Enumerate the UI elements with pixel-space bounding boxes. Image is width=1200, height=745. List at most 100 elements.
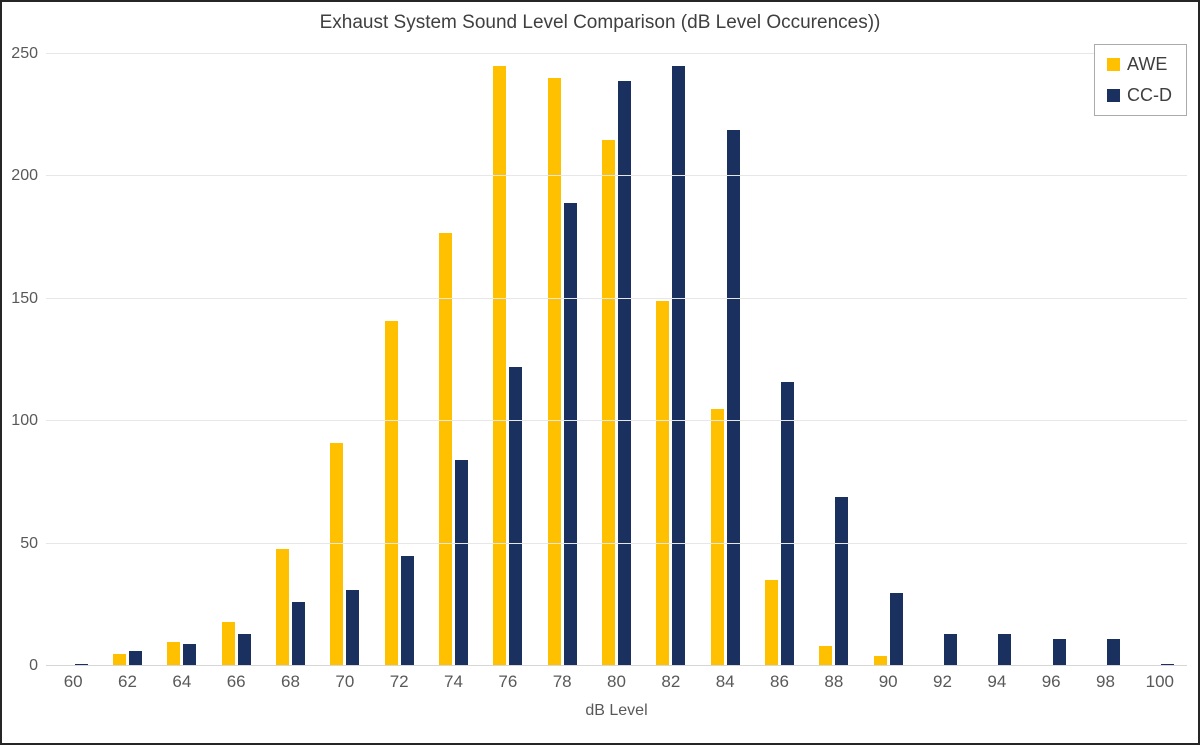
legend-swatch-awe (1107, 58, 1120, 71)
bar-awe-84 (710, 408, 724, 666)
x-tick-label-76: 76 (498, 672, 518, 691)
y-tick-label-0: 0 (29, 657, 38, 674)
bar-awe-62 (112, 653, 126, 666)
bar-group-74 (426, 54, 480, 666)
bar-cc-d-88 (835, 497, 849, 666)
x-tick-label-96: 96 (1041, 672, 1061, 691)
x-tick-label-60: 60 (63, 672, 83, 691)
x-tick-label-80: 80 (607, 672, 626, 691)
y-tick-label-50: 50 (20, 534, 38, 552)
bar-awe-76 (493, 66, 507, 666)
bar-cc-d-96 (1052, 639, 1066, 666)
bar-awe-78 (547, 78, 561, 666)
bar-cc-d-94 (998, 634, 1012, 666)
bar-group-88 (807, 54, 861, 666)
bar-awe-74 (438, 232, 452, 666)
bar-cc-d-98 (1106, 639, 1120, 666)
legend-item-awe: AWE (1107, 54, 1172, 75)
bar-group-68 (263, 54, 317, 666)
x-tick-label-64: 64 (172, 672, 192, 691)
y-tick-label-200: 200 (11, 167, 38, 185)
bar-cc-d-92 (943, 634, 957, 666)
bar-cc-d-76 (509, 367, 523, 666)
legend: AWE CC-D (1094, 44, 1187, 116)
bar-cc-d-86 (780, 382, 794, 666)
bar-groups (46, 54, 1187, 666)
bar-cc-d-100 (1161, 663, 1175, 666)
y-tick-label-150: 150 (11, 289, 38, 307)
bar-cc-d-60 (74, 663, 88, 666)
gridline-y-250 (46, 53, 1187, 54)
gridline-y-150 (46, 297, 1187, 299)
bar-group-94 (970, 54, 1024, 666)
x-tick-label-86: 86 (770, 672, 789, 691)
bar-cc-d-66 (237, 634, 251, 666)
y-tick-label-100: 100 (11, 412, 38, 430)
bar-awe-68 (275, 548, 289, 666)
bar-awe-90 (873, 656, 887, 666)
bar-cc-d-62 (128, 651, 142, 666)
bar-cc-d-74 (454, 460, 468, 666)
y-tick-label-250: 250 (11, 45, 38, 62)
bar-group-84 (698, 54, 752, 666)
bar-group-92 (915, 54, 969, 666)
bar-awe-70 (330, 443, 344, 666)
gridline-y-200 (46, 175, 1187, 177)
bar-awe-72 (384, 320, 398, 666)
bar-awe-86 (764, 580, 778, 666)
bar-group-70 (318, 54, 372, 666)
bar-cc-d-78 (563, 203, 577, 666)
bar-cc-d-72 (400, 555, 414, 666)
bar-group-76 (481, 54, 535, 666)
bar-cc-d-68 (291, 602, 305, 666)
legend-label-ccd: CC-D (1127, 85, 1172, 105)
bar-cc-d-90 (889, 592, 903, 666)
x-tick-label-94: 94 (987, 672, 1007, 691)
bar-cc-d-70 (346, 590, 360, 666)
bar-group-90 (861, 54, 915, 666)
x-tick-label-90: 90 (878, 672, 898, 691)
bar-cc-d-64 (183, 643, 197, 666)
bar-group-72 (372, 54, 426, 666)
x-tick-label-68: 68 (281, 672, 300, 691)
x-tick-label-84: 84 (715, 672, 735, 691)
x-axis-labels: 60 62 64 66 68 70 72 74 76 78 80 82 84 86 88 90 92 94 96 98… (46, 672, 1187, 692)
x-tick-label-74: 74 (444, 672, 463, 691)
bar-awe-80 (601, 139, 615, 666)
x-tick-label-100: 100 (1145, 672, 1174, 691)
bar-group-78 (535, 54, 589, 666)
bar-awe-66 (221, 621, 235, 666)
bar-group-96 (1024, 54, 1078, 666)
x-tick-label-92: 92 (933, 672, 952, 691)
bar-group-66 (209, 54, 263, 666)
x-tick-label-70: 70 (335, 672, 355, 691)
bar-group-82 (644, 54, 698, 666)
x-tick-label-78: 78 (552, 672, 572, 691)
x-tick-label-88: 88 (824, 672, 844, 691)
x-tick-label-62: 62 (118, 672, 137, 691)
bar-group-80 (589, 54, 643, 666)
x-tick-label-72: 72 (389, 672, 409, 691)
bar-group-64 (155, 54, 209, 666)
x-tick-label-66: 66 (226, 672, 246, 691)
legend-swatch-ccd (1107, 89, 1120, 102)
x-tick-label-98: 98 (1096, 672, 1115, 691)
bar-awe-64 (167, 641, 181, 666)
legend-label-awe: AWE (1127, 54, 1168, 74)
bar-cc-d-84 (726, 129, 740, 666)
gridline-y-0 (46, 665, 1187, 666)
bar-group-100 (1133, 54, 1187, 666)
plot-area (46, 53, 1187, 666)
bar-cc-d-82 (672, 66, 686, 666)
bar-awe-82 (656, 301, 670, 666)
gridline-y-100 (46, 420, 1187, 422)
x-axis-title: dB Level (585, 702, 648, 719)
bar-awe-88 (819, 646, 833, 666)
bar-cc-d-80 (617, 80, 631, 666)
gridline-y-50 (46, 542, 1187, 544)
y-axis-labels: 0 50 100 150 200 250 (2, 45, 38, 674)
bar-group-86 (752, 54, 806, 666)
bar-group-98 (1078, 54, 1132, 666)
legend-item-ccd: CC-D (1107, 85, 1172, 106)
